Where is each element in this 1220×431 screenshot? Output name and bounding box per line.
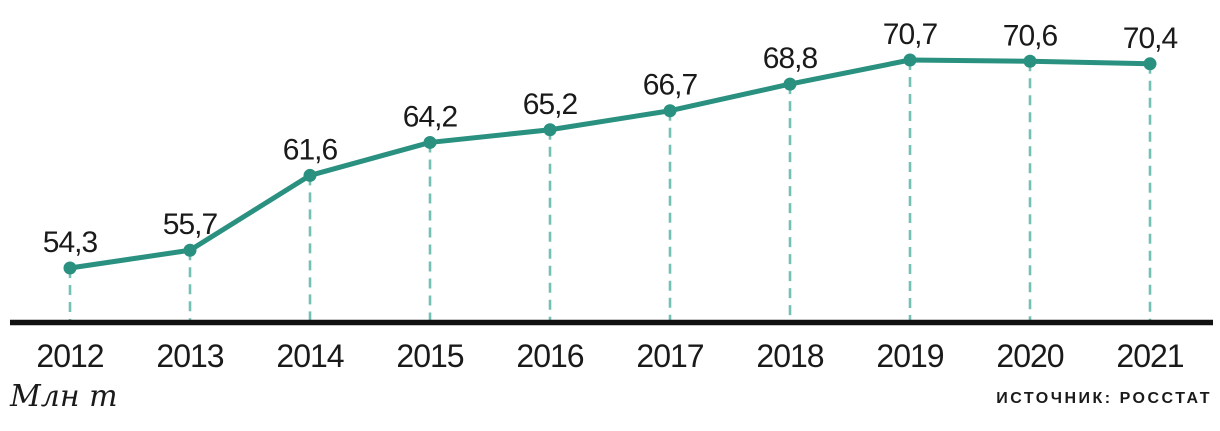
x-tick-label: 2015 (396, 338, 463, 374)
data-point (543, 123, 557, 137)
data-point (183, 243, 197, 257)
value-label: 55,7 (163, 208, 218, 241)
data-point (1143, 57, 1157, 71)
value-label: 65,2 (523, 88, 578, 121)
data-point (303, 168, 317, 182)
value-label: 64,2 (403, 100, 458, 133)
value-label: 61,6 (283, 133, 338, 166)
value-label: 68,8 (763, 42, 818, 75)
value-label: 70,7 (883, 18, 938, 51)
y-axis-unit-label: Млн т (10, 379, 118, 414)
value-label: 70,4 (1123, 22, 1178, 55)
value-label: 66,7 (643, 69, 698, 102)
x-tick-label: 2013 (156, 338, 223, 374)
x-tick-label: 2017 (636, 338, 703, 374)
x-tick-label: 2018 (756, 338, 823, 374)
x-tick-label: 2014 (276, 338, 343, 374)
series-line (67, 57, 1153, 271)
value-label: 70,6 (1003, 19, 1058, 52)
data-point (63, 261, 77, 275)
data-point (1023, 54, 1037, 68)
x-tick-label: 2019 (876, 338, 943, 374)
value-label: 54,3 (43, 226, 98, 259)
data-point (783, 77, 797, 91)
data-point (903, 53, 917, 67)
x-tick-label: 2016 (516, 338, 583, 374)
x-tick-label: 2020 (996, 338, 1063, 374)
source-credit: ИСТОЧНИК: РОССТАТ (996, 390, 1212, 407)
x-tick-label: 2012 (36, 338, 103, 374)
data-point (423, 135, 437, 149)
data-point (663, 104, 677, 118)
x-tick-label: 2021 (1116, 338, 1183, 374)
